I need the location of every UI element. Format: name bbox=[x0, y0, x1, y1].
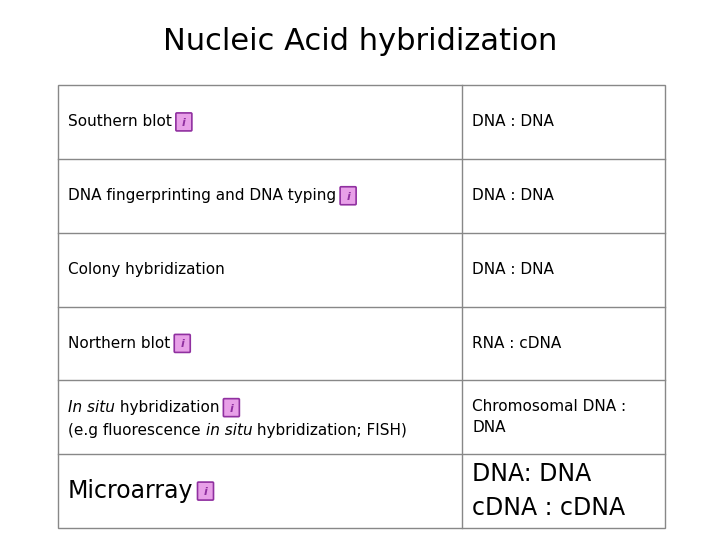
Text: in situ: in situ bbox=[205, 423, 252, 438]
Text: i: i bbox=[180, 340, 184, 349]
FancyBboxPatch shape bbox=[223, 399, 239, 417]
Text: RNA : cDNA: RNA : cDNA bbox=[472, 336, 562, 351]
FancyBboxPatch shape bbox=[174, 334, 190, 353]
FancyBboxPatch shape bbox=[197, 482, 214, 500]
Text: i: i bbox=[204, 487, 207, 497]
Text: hybridization; FISH): hybridization; FISH) bbox=[252, 423, 407, 438]
Text: Nucleic Acid hybridization: Nucleic Acid hybridization bbox=[163, 28, 557, 57]
Text: (e.g fluorescence: (e.g fluorescence bbox=[68, 423, 205, 438]
Text: Northern blot: Northern blot bbox=[68, 336, 170, 351]
Text: Chromosomal DNA :
DNA: Chromosomal DNA : DNA bbox=[472, 399, 626, 435]
Text: DNA : DNA: DNA : DNA bbox=[472, 262, 554, 277]
Text: DNA: DNA
cDNA : cDNA: DNA: DNA cDNA : cDNA bbox=[472, 462, 625, 520]
Text: DNA : DNA: DNA : DNA bbox=[472, 114, 554, 130]
Text: i: i bbox=[230, 404, 233, 414]
Text: DNA : DNA: DNA : DNA bbox=[472, 188, 554, 203]
FancyBboxPatch shape bbox=[176, 113, 192, 131]
Text: Colony hybridization: Colony hybridization bbox=[68, 262, 225, 277]
Text: hybridization: hybridization bbox=[115, 400, 220, 415]
FancyBboxPatch shape bbox=[340, 187, 356, 205]
Bar bbox=[58, 85, 665, 528]
Text: Southern blot: Southern blot bbox=[68, 114, 172, 130]
Text: In situ: In situ bbox=[68, 400, 115, 415]
Text: i: i bbox=[346, 192, 350, 202]
Text: i: i bbox=[182, 118, 186, 128]
Text: Microarray: Microarray bbox=[68, 479, 194, 503]
Text: DNA fingerprinting and DNA typing: DNA fingerprinting and DNA typing bbox=[68, 188, 336, 203]
